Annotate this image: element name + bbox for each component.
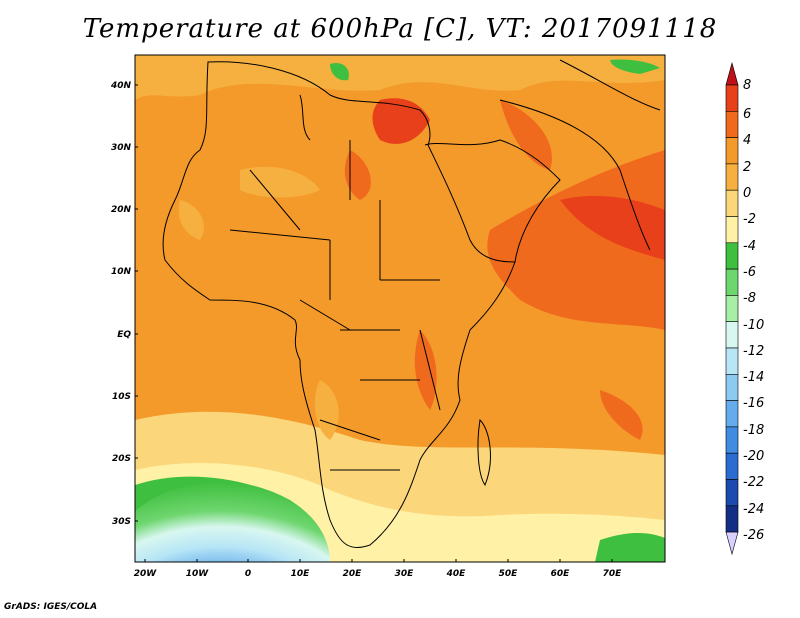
colorbar-swatch: [725, 84, 739, 112]
colorbar-labels: 8 6 4 2 0 -2 -4 -6 -8 -10 -12 -14 -16 -1…: [743, 78, 764, 543]
colorbar-label: -10: [743, 318, 764, 333]
lon-label: 10E: [291, 569, 311, 579]
colorbar-label: -6: [743, 265, 756, 280]
colorbar-swatch: [725, 452, 739, 480]
lon-axis: 20W 10W 0 10E 20E 30E 40E 50E 60E 70E: [134, 569, 622, 579]
colorbar-swatch: [725, 137, 739, 165]
lon-label: 60E: [551, 569, 571, 579]
lat-label: 40N: [110, 81, 132, 91]
colorbar-label: 4: [743, 133, 751, 148]
lon-label: 20E: [343, 569, 363, 579]
colorbar-top-arrow: [725, 61, 739, 86]
lon-label: 40E: [446, 569, 467, 579]
colorbar-label: -20: [743, 449, 764, 464]
lon-label: 50E: [499, 569, 519, 579]
temperature-field: [135, 55, 665, 562]
colorbar-label: -14: [743, 370, 764, 385]
colorbar-swatch: [725, 347, 739, 375]
colorbar-label: -4: [743, 239, 756, 254]
lat-label: 30N: [111, 143, 132, 153]
lon-label: 0: [245, 569, 251, 579]
map-frame: [134, 54, 666, 563]
colorbar-swatch: [725, 505, 739, 533]
colorbar-label: 2: [743, 160, 751, 175]
grads-credit: GrADS: IGES/COLA: [4, 602, 98, 612]
colorbar-label: -2: [743, 212, 756, 227]
colorbar-swatch: [725, 295, 739, 322]
colorbar-label: 8: [743, 78, 751, 93]
colorbar-swatch: [725, 268, 739, 296]
colorbar-label: -12: [743, 344, 764, 359]
colorbar-bottom-arrow: [725, 531, 739, 556]
coastline-boundaries: [162, 59, 661, 549]
lat-label: 10N: [111, 267, 132, 277]
colorbar-label: -8: [743, 291, 756, 306]
lat-label: 10S: [112, 392, 131, 402]
colorbar-swatch: [725, 479, 739, 507]
colorbar-swatch: [725, 216, 739, 244]
colorbar-swatch: [725, 111, 739, 138]
lon-label: 30E: [395, 569, 415, 579]
colorbar-label: -16: [743, 396, 764, 411]
colorbar-label: 6: [743, 107, 751, 122]
colorbar-swatch: [725, 242, 739, 270]
colorbar-swatch: [725, 426, 739, 454]
lon-label: 20W: [134, 569, 158, 579]
lon-label: 10W: [186, 569, 210, 579]
colorbar-label: -22: [743, 475, 764, 490]
lat-label: EQ: [117, 330, 131, 340]
colorbar: [725, 61, 739, 556]
lat-label: 20N: [111, 205, 132, 215]
axis-ticks: [135, 84, 613, 562]
map-title: Temperature at 600hPa [C], VT: 201709111…: [82, 14, 718, 44]
lat-label: 30S: [112, 517, 131, 527]
colorbar-swatch: [725, 373, 739, 401]
colorbar-label: -24: [743, 502, 764, 517]
colorbar-swatch: [725, 163, 739, 191]
colorbar-swatch: [725, 321, 739, 349]
colorbar-label: 0: [743, 186, 751, 201]
colorbar-swatch: [725, 400, 739, 428]
colorbar-label: -26: [743, 528, 764, 543]
lon-label: 70E: [603, 569, 623, 579]
lat-label: 20S: [112, 454, 131, 464]
colorbar-swatch: [725, 189, 739, 217]
colorbar-label: -18: [743, 423, 764, 438]
lat-axis: 40N 30N 20N 10N EQ 10S 20S 30S: [110, 81, 132, 527]
